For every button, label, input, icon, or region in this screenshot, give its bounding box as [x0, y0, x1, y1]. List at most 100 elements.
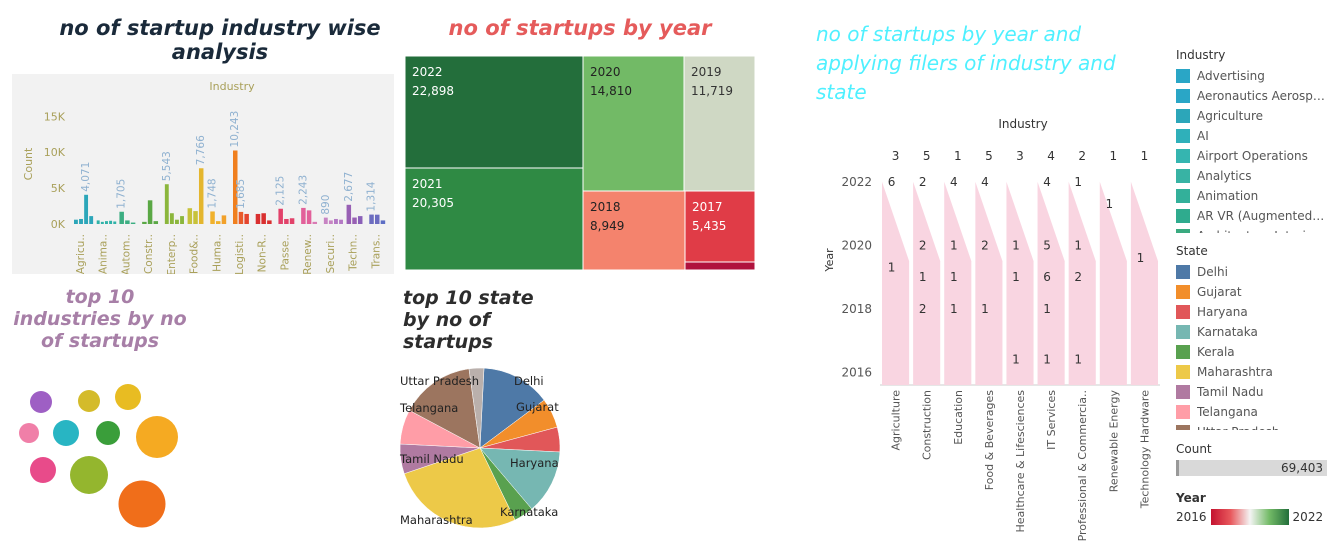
- treemap-year: 2018: [590, 200, 621, 214]
- count-filter-title: Count: [1176, 442, 1212, 456]
- area-point-label: 2: [919, 238, 927, 252]
- bar: [267, 220, 272, 224]
- industry-bar-chart[interactable]: Industry Count 0K 5K 10K 15K 4,071 Agricu.. Anim…: [12, 74, 394, 274]
- chart-title-industry: no of startup industry wise analysis: [59, 16, 381, 65]
- legend-swatch: [1176, 209, 1190, 223]
- legend-swatch: [1176, 169, 1190, 183]
- pie-label: Tamil Nadu: [399, 452, 464, 466]
- bar: [79, 218, 83, 224]
- state-legend-item[interactable]: Gujarat: [1176, 282, 1331, 302]
- area-point-label: 1: [919, 270, 927, 284]
- bar: [187, 208, 193, 224]
- data-label: 10,243: [229, 111, 241, 148]
- treemap-value: 8,949: [590, 219, 624, 233]
- state-legend-item[interactable]: Delhi: [1176, 262, 1331, 282]
- legend-label: Animation: [1197, 189, 1259, 203]
- pie-slice: [468, 367, 485, 449]
- area-point-label: 1: [1043, 353, 1051, 367]
- y-tick-label: 2018: [841, 302, 872, 316]
- pie-label: Telangana: [399, 401, 458, 415]
- industry-legend-item[interactable]: Agriculture: [1176, 106, 1331, 126]
- industry-legend-item[interactable]: Airport Operations: [1176, 146, 1331, 166]
- industry-legend-item[interactable]: Advertising: [1176, 66, 1331, 86]
- bar: [193, 211, 198, 224]
- legend-label: Karnataka: [1197, 325, 1258, 339]
- area-band: [944, 181, 972, 385]
- data-label: 890: [320, 195, 332, 215]
- legend-swatch: [1176, 109, 1190, 123]
- treemap-cell: [582, 56, 685, 192]
- x-tick-label: Agricu..: [75, 234, 87, 274]
- year-filter-max: 2022: [1292, 510, 1324, 524]
- area-point-label: 1: [981, 302, 989, 316]
- state-legend-item[interactable]: Kerala: [1176, 342, 1331, 362]
- industry-bubble: [136, 416, 178, 458]
- industry-legend-item[interactable]: Architecture Interior..: [1176, 226, 1331, 233]
- bar: [96, 220, 100, 224]
- state-legend-item[interactable]: Tamil Nadu: [1176, 382, 1331, 402]
- year-treemap[interactable]: 2022 22,898 2021 20,305 2020 14,810 2019 11,719…: [405, 56, 755, 270]
- data-label: 1,685: [235, 179, 247, 209]
- bar: [84, 194, 89, 224]
- y-tick-label: 2016: [841, 365, 872, 379]
- legend-label: Gujarat: [1197, 285, 1242, 299]
- area-point-label: 1: [950, 238, 958, 252]
- bar: [233, 150, 238, 224]
- x-tick-label: Techn..: [348, 234, 360, 272]
- area-point-label: 1: [1137, 251, 1145, 265]
- bar: [334, 218, 338, 224]
- legend-swatch: [1176, 89, 1190, 103]
- legend-label: Telangana: [1197, 405, 1258, 419]
- top10-industries-bubble-chart[interactable]: [10, 370, 200, 545]
- legend-label: Airport Operations: [1197, 149, 1308, 163]
- legend-swatch: [1176, 345, 1190, 359]
- pie-label: Haryana: [510, 456, 559, 470]
- count-filter[interactable]: Count 69,403: [1176, 442, 1328, 476]
- bar: [261, 213, 266, 224]
- industry-legend-item[interactable]: AR VR (Augmented + ..: [1176, 206, 1331, 226]
- treemap-value: 11,719: [691, 84, 733, 98]
- x-tick-label: Anima..: [98, 234, 110, 274]
- industry-legend[interactable]: Industry Advertising Aeronautics Aerospa.…: [1176, 48, 1331, 233]
- industry-bubble: [30, 457, 56, 483]
- state-legend[interactable]: State Delhi Gujarat Haryana Karnataka Kerala…: [1176, 244, 1331, 430]
- industry-legend-item[interactable]: Analytics: [1176, 166, 1331, 186]
- legend-label: AR VR (Augmented + ..: [1197, 209, 1327, 223]
- bar: [109, 220, 113, 224]
- legend-label: AI: [1197, 129, 1209, 143]
- bar: [380, 220, 386, 224]
- top-count-label: 1: [1110, 149, 1118, 163]
- area-band: [1037, 181, 1065, 385]
- year-filter[interactable]: Year 2016 2022: [1176, 491, 1328, 525]
- top-count-label: 3: [1016, 149, 1024, 163]
- bar: [113, 221, 117, 224]
- legend-swatch: [1176, 305, 1190, 319]
- count-filter-bar[interactable]: 69,403: [1176, 460, 1327, 476]
- state-legend-item[interactable]: Karnataka: [1176, 322, 1331, 342]
- state-legend-item[interactable]: Haryana: [1176, 302, 1331, 322]
- state-legend-item[interactable]: Telangana: [1176, 402, 1331, 422]
- y-tick-label: 2020: [841, 238, 872, 252]
- year-filter-min: 2016: [1176, 510, 1207, 524]
- top10-states-pie-chart[interactable]: Delhi Gujarat Haryana Karnataka Maharashtra T…: [395, 362, 570, 534]
- state-legend-item[interactable]: Uttar Pradesh: [1176, 422, 1331, 430]
- legend-swatch: [1176, 405, 1190, 419]
- area-band: [882, 181, 910, 385]
- area-point-label: 4: [1043, 175, 1051, 189]
- treemap-value: 14,810: [590, 84, 632, 98]
- state-legend-item[interactable]: Maharashtra: [1176, 362, 1331, 382]
- industry-legend-item[interactable]: Animation: [1176, 186, 1331, 206]
- bar: [244, 213, 249, 224]
- industry-legend-item[interactable]: AI: [1176, 126, 1331, 146]
- year-color-ramp[interactable]: [1210, 509, 1289, 525]
- data-label: 2,677: [343, 172, 355, 202]
- treemap-cell: [405, 56, 584, 169]
- treemap-year: 2021: [412, 177, 443, 191]
- treemap-value: 20,305: [412, 196, 454, 210]
- bar: [357, 216, 363, 224]
- data-label: 5,543: [161, 151, 173, 181]
- legend-swatch: [1176, 425, 1190, 430]
- industry-legend-item[interactable]: Aeronautics Aerospa..: [1176, 86, 1331, 106]
- y-tick-label: 2022: [841, 175, 872, 189]
